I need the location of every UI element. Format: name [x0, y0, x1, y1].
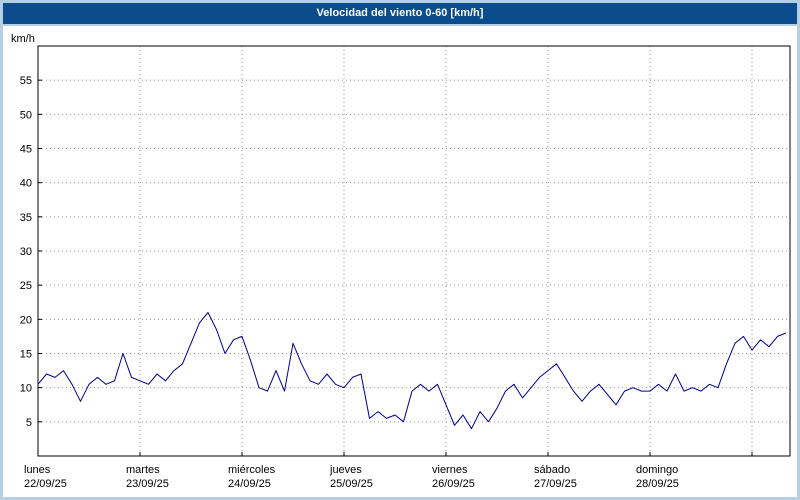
- x-day-label: lunes: [24, 464, 51, 476]
- y-tick-label: 25: [20, 280, 32, 292]
- y-tick-label: 45: [20, 144, 32, 156]
- y-tick-label: 55: [20, 75, 32, 87]
- y-tick-label: 15: [20, 349, 32, 361]
- y-tick-label: 10: [20, 383, 32, 395]
- y-tick-label: 5: [26, 417, 32, 429]
- x-date-label: 28/09/25: [636, 478, 679, 490]
- y-tick-label: 30: [20, 246, 32, 258]
- wind-speed-series-line: [37, 312, 787, 430]
- y-tick-label: 35: [20, 212, 32, 224]
- x-date-label: 24/09/25: [228, 478, 271, 490]
- x-day-label: miércoles: [228, 464, 276, 476]
- y-tick-label: 20: [20, 314, 32, 326]
- x-date-label: 27/09/25: [534, 478, 577, 490]
- y-tick-label: 50: [20, 109, 32, 121]
- x-date-label: 25/09/25: [330, 478, 373, 490]
- chart-title: Velocidad del viento 0-60 [km/h]: [3, 3, 797, 24]
- x-day-label: viernes: [432, 464, 468, 476]
- wind-speed-line-chart: 5 10 15 20 25 30 35 40 45 50 55 lunes 22/09/25 martes…: [11, 33, 791, 490]
- x-day-label: jueves: [329, 464, 362, 476]
- y-tick-label: 40: [20, 178, 32, 190]
- y-axis-unit-label: km/h: [11, 33, 35, 45]
- x-day-label: domingo: [636, 464, 678, 476]
- plot-border: [37, 45, 791, 457]
- x-date-label: 23/09/25: [126, 478, 169, 490]
- x-date-label: 26/09/25: [432, 478, 475, 490]
- x-day-label: martes: [126, 464, 160, 476]
- x-date-label: 22/09/25: [24, 478, 67, 490]
- plot-area: 5 10 15 20 25 30 35 40 45 50 55 lunes 22/09/25 martes…: [3, 26, 797, 497]
- x-day-label: sábado: [534, 464, 570, 476]
